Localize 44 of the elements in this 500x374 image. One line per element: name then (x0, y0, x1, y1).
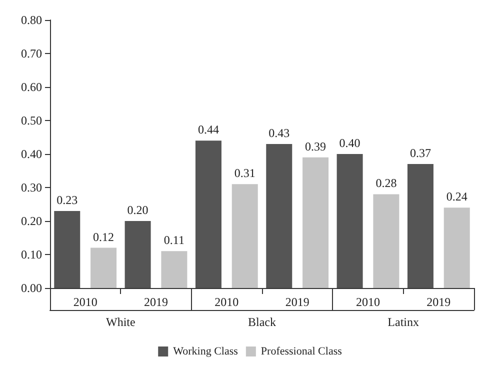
data-label: 0.44 (198, 122, 219, 137)
x-tick-label: 2019 (426, 295, 451, 309)
y-tick-label: 0.50 (21, 114, 42, 128)
text: White (106, 315, 136, 329)
y-tick-label: 0.10 (21, 248, 42, 262)
bar (336, 154, 363, 288)
data-label: 0.31 (234, 166, 256, 180)
data-label: 0.20 (127, 203, 148, 217)
y-tick-label: 0.80 (21, 13, 42, 27)
data-label: 0.40 (339, 136, 360, 150)
y-tick-label: 0.30 (21, 180, 42, 194)
text: Latinx (388, 315, 419, 329)
y-tick-label: 0.20 (21, 214, 42, 228)
data-label: 0.23 (56, 192, 78, 207)
bar (54, 210, 80, 288)
bar (90, 248, 117, 288)
bar (161, 251, 188, 288)
y-tick-label: 0.70 (21, 46, 42, 60)
data-label: 0.11 (164, 233, 184, 248)
data-label: 0.24 (446, 190, 468, 204)
bar (232, 184, 258, 288)
y-tick-label: 0.40 (21, 147, 42, 161)
x-tick-label: 2019 (285, 295, 310, 309)
y-tick-label: 0.60 (21, 80, 42, 94)
bar (407, 164, 434, 288)
data-label: 0.37 (410, 146, 431, 160)
legend-label: Working Class (173, 346, 238, 358)
bar (195, 140, 222, 288)
text: Black (248, 315, 276, 329)
data-label: 0.28 (376, 176, 397, 190)
bar (266, 144, 292, 288)
data-label: 0.39 (305, 139, 326, 154)
bar (124, 221, 151, 288)
x-tick-label: 2010 (356, 295, 380, 309)
x-tick-label: 2019 (144, 295, 168, 309)
y-tick-label: 0.00 (21, 281, 42, 295)
bar (373, 194, 400, 288)
bar (302, 157, 329, 288)
x-tick-label: 2010 (214, 295, 239, 309)
bar (444, 208, 470, 288)
data-label: 0.12 (93, 230, 114, 244)
data-label: 0.43 (268, 126, 290, 140)
legend-label: Professional Class (260, 346, 342, 358)
x-tick-label: 2010 (73, 295, 98, 309)
